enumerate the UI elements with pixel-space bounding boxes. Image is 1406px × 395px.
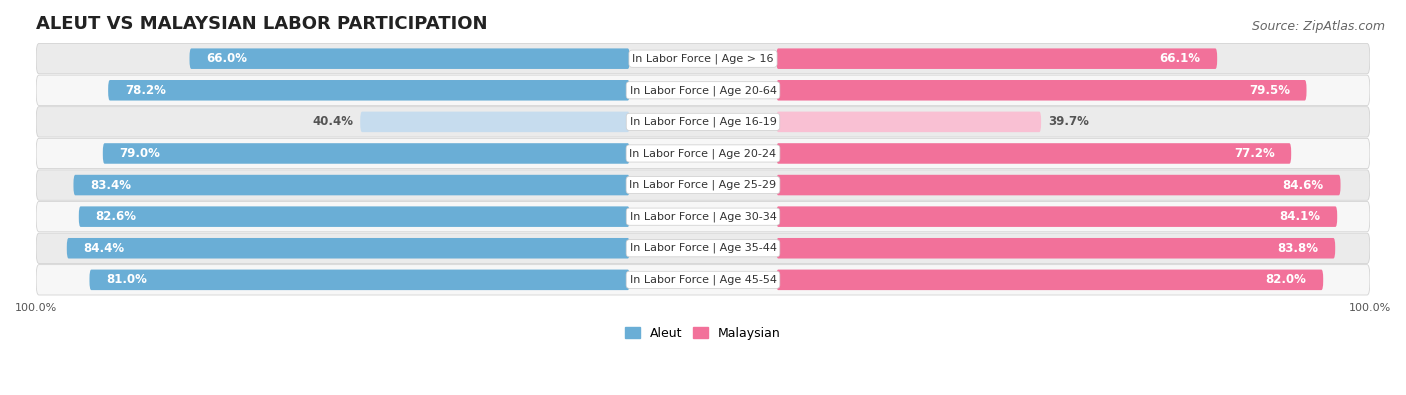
FancyBboxPatch shape <box>37 75 1369 105</box>
Text: In Labor Force | Age 25-29: In Labor Force | Age 25-29 <box>630 180 776 190</box>
FancyBboxPatch shape <box>190 49 630 69</box>
Text: 84.4%: 84.4% <box>83 242 125 255</box>
Text: In Labor Force | Age 35-44: In Labor Force | Age 35-44 <box>630 243 776 254</box>
FancyBboxPatch shape <box>776 206 1337 227</box>
FancyBboxPatch shape <box>37 138 1369 169</box>
FancyBboxPatch shape <box>776 143 1291 164</box>
Text: In Labor Force | Age > 16: In Labor Force | Age > 16 <box>633 53 773 64</box>
Text: 84.6%: 84.6% <box>1282 179 1324 192</box>
Text: 39.7%: 39.7% <box>1047 115 1088 128</box>
Text: 79.0%: 79.0% <box>120 147 160 160</box>
Text: In Labor Force | Age 20-24: In Labor Force | Age 20-24 <box>630 148 776 159</box>
Text: 79.5%: 79.5% <box>1249 84 1289 97</box>
FancyBboxPatch shape <box>776 80 1306 101</box>
Text: In Labor Force | Age 45-54: In Labor Force | Age 45-54 <box>630 275 776 285</box>
FancyBboxPatch shape <box>776 175 1340 196</box>
Text: 78.2%: 78.2% <box>125 84 166 97</box>
FancyBboxPatch shape <box>37 170 1369 200</box>
Text: 83.8%: 83.8% <box>1278 242 1319 255</box>
FancyBboxPatch shape <box>37 233 1369 263</box>
Text: 81.0%: 81.0% <box>105 273 148 286</box>
Text: 83.4%: 83.4% <box>90 179 131 192</box>
FancyBboxPatch shape <box>776 49 1218 69</box>
Text: In Labor Force | Age 30-34: In Labor Force | Age 30-34 <box>630 211 776 222</box>
FancyBboxPatch shape <box>73 175 630 196</box>
FancyBboxPatch shape <box>79 206 630 227</box>
FancyBboxPatch shape <box>108 80 630 101</box>
FancyBboxPatch shape <box>67 238 630 258</box>
Text: 82.0%: 82.0% <box>1265 273 1306 286</box>
Legend: Aleut, Malaysian: Aleut, Malaysian <box>620 322 786 345</box>
FancyBboxPatch shape <box>90 269 630 290</box>
FancyBboxPatch shape <box>776 238 1336 258</box>
Text: 66.1%: 66.1% <box>1160 52 1201 65</box>
FancyBboxPatch shape <box>776 112 1040 132</box>
Text: In Labor Force | Age 20-64: In Labor Force | Age 20-64 <box>630 85 776 96</box>
FancyBboxPatch shape <box>37 43 1369 74</box>
FancyBboxPatch shape <box>37 107 1369 137</box>
Text: In Labor Force | Age 16-19: In Labor Force | Age 16-19 <box>630 117 776 127</box>
Text: Source: ZipAtlas.com: Source: ZipAtlas.com <box>1251 20 1385 33</box>
Text: 84.1%: 84.1% <box>1279 210 1320 223</box>
FancyBboxPatch shape <box>37 265 1369 295</box>
Text: 82.6%: 82.6% <box>96 210 136 223</box>
FancyBboxPatch shape <box>37 201 1369 232</box>
Text: 66.0%: 66.0% <box>207 52 247 65</box>
FancyBboxPatch shape <box>776 269 1323 290</box>
Text: 40.4%: 40.4% <box>312 115 353 128</box>
Text: 77.2%: 77.2% <box>1233 147 1274 160</box>
Text: ALEUT VS MALAYSIAN LABOR PARTICIPATION: ALEUT VS MALAYSIAN LABOR PARTICIPATION <box>37 15 488 33</box>
FancyBboxPatch shape <box>360 112 630 132</box>
FancyBboxPatch shape <box>103 143 630 164</box>
